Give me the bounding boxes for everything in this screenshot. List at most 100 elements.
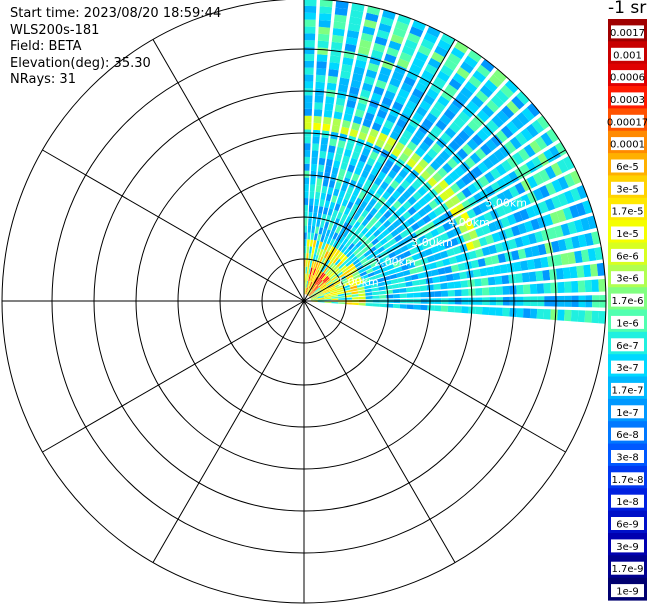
ray-gate [343, 148, 352, 158]
ray-gate [353, 144, 363, 154]
colorbar-tick-label: 3e-5 [616, 184, 639, 195]
ray-gate [536, 115, 550, 130]
ray-gate [354, 261, 362, 268]
ray-gate [312, 276, 317, 283]
ray-gate [535, 136, 548, 150]
ray-gate [408, 94, 421, 105]
ray-gate [405, 256, 414, 264]
ray-gate [330, 293, 338, 296]
ray-gate [502, 203, 513, 215]
ray-gate [351, 151, 360, 160]
ray-gate [490, 134, 503, 147]
ray-gate [322, 275, 329, 282]
ray-gate [314, 247, 318, 255]
colorbar-label-bg [611, 137, 644, 151]
ray-gate [502, 285, 510, 295]
ray-gate [308, 274, 311, 282]
ray-gate [550, 309, 558, 321]
ray-gate [475, 227, 485, 237]
ray-gate [392, 288, 400, 294]
ray-gate [443, 58, 458, 71]
ray-gate [315, 81, 325, 90]
ray-gate [387, 169, 397, 179]
ray-gate [584, 232, 594, 246]
ray-gate [328, 69, 339, 77]
ray-gate [591, 279, 599, 292]
ray-gate [536, 283, 545, 294]
ray-gate [417, 186, 428, 197]
ray-gate [310, 232, 315, 240]
ray-gate [398, 88, 410, 99]
ray-gate [318, 263, 323, 271]
ray-gate [354, 197, 363, 206]
ray-gate [512, 152, 525, 165]
ray-gate [311, 283, 317, 290]
ray-gate [362, 118, 373, 128]
ray-gate [501, 275, 510, 285]
ray-gate [506, 121, 519, 135]
ray-gate [476, 64, 491, 78]
ray-gate [317, 255, 321, 263]
ray-gate [438, 179, 449, 190]
ray-gate [571, 235, 581, 249]
ray-gate [304, 60, 314, 68]
ray-gate [328, 284, 335, 289]
ray-gate [353, 212, 361, 221]
ray-gate [319, 248, 324, 257]
ray-gate [550, 162, 563, 177]
ray-gate [310, 295, 317, 299]
ray-gate [420, 170, 431, 181]
ray-gate [458, 223, 468, 234]
range-ring-label: 4.00km [448, 216, 490, 229]
ray-gate [472, 239, 482, 249]
ray-gate [394, 20, 409, 32]
ray-gate [564, 281, 572, 293]
ray-gate [343, 258, 351, 265]
polar-grid [1, 0, 607, 604]
ray-gate [481, 104, 495, 118]
colorbar-label-bg [611, 494, 644, 508]
ray-gate [429, 106, 442, 118]
ray-gate [557, 176, 569, 190]
ray-gate [339, 236, 346, 244]
ray-gate [509, 285, 517, 295]
ray-gate [353, 229, 361, 238]
ray-gate [314, 198, 320, 206]
ray-gate [447, 281, 455, 289]
ray-gate [334, 203, 341, 212]
ray-gate [397, 205, 407, 215]
ray-gate [323, 293, 331, 296]
ray-gate [514, 197, 525, 209]
ray-gate [486, 119, 499, 133]
ray-gate [304, 5, 317, 13]
ray-gate [358, 176, 367, 185]
ray-gate [328, 180, 336, 189]
ray-gate [526, 259, 536, 270]
ray-gate [304, 136, 311, 144]
ray-gate [531, 245, 540, 257]
ray-gate [467, 49, 482, 63]
ray-gate [378, 132, 388, 142]
ray-gate [415, 51, 429, 63]
ray-gate [319, 256, 324, 264]
ray-gate [458, 130, 470, 142]
ray-gate [323, 290, 330, 294]
ray-gate [442, 258, 451, 266]
ray-gate [508, 238, 518, 250]
ray-gate [401, 264, 409, 271]
ray-gate [431, 142, 443, 154]
ray-gate [331, 298, 339, 301]
ray-gate [421, 69, 435, 81]
colorbar-tick-label: 1e-9 [616, 587, 639, 598]
ray-gate [412, 88, 424, 99]
ray-gate [474, 278, 482, 287]
ray-gate [412, 202, 422, 212]
ray-gate [305, 273, 307, 281]
ray-gate [349, 16, 362, 26]
ray-gate [393, 304, 400, 309]
ray-gate [486, 266, 495, 276]
azimuth-spoke [42, 149, 305, 302]
ray-gate [406, 287, 414, 293]
ray-gate [525, 206, 536, 219]
ray-gate [567, 221, 577, 235]
